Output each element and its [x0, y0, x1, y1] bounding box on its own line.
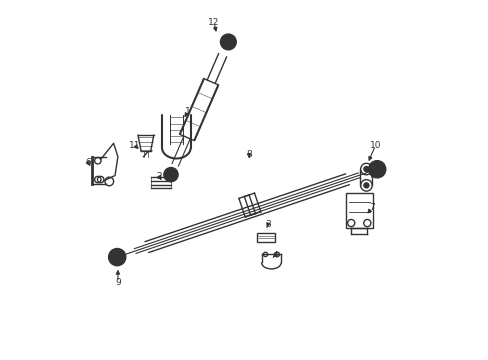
Circle shape — [368, 161, 385, 178]
Circle shape — [114, 254, 120, 260]
Text: 9: 9 — [115, 278, 121, 287]
Text: 11: 11 — [129, 141, 140, 150]
Circle shape — [363, 183, 368, 188]
Circle shape — [373, 166, 380, 172]
Text: 8: 8 — [246, 150, 251, 159]
Circle shape — [163, 167, 178, 182]
Text: 6: 6 — [85, 158, 91, 167]
Text: 1: 1 — [184, 107, 190, 116]
Text: 4: 4 — [272, 251, 277, 260]
Text: 5: 5 — [373, 168, 379, 177]
Text: 10: 10 — [369, 141, 380, 150]
Bar — [257, 233, 274, 242]
Bar — [345, 193, 372, 228]
Text: 3: 3 — [264, 220, 270, 229]
Circle shape — [168, 172, 174, 177]
Circle shape — [220, 34, 236, 50]
Text: 7: 7 — [368, 203, 374, 212]
Circle shape — [363, 167, 368, 172]
Text: 12: 12 — [208, 18, 219, 27]
Circle shape — [108, 248, 125, 266]
Circle shape — [225, 39, 231, 45]
Text: 2: 2 — [156, 172, 162, 181]
